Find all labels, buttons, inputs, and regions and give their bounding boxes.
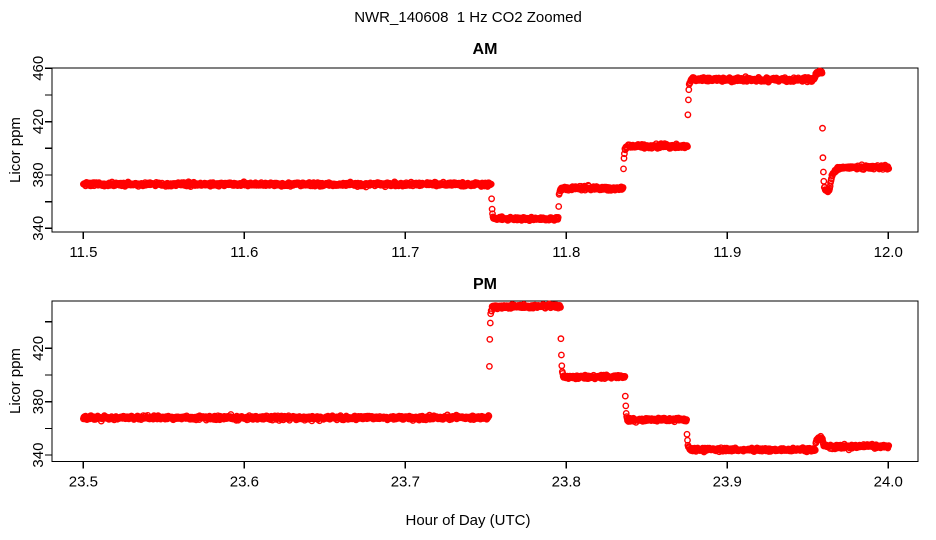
pm-x-axis-ticks	[82, 461, 889, 469]
pm-y-tick-label: 380	[30, 389, 47, 414]
am-axes	[45, 67, 919, 239]
am-x-tick-label: 11.6	[230, 244, 258, 261]
am-series-points	[80, 67, 893, 225]
pm-x-tick-label: 24.0	[874, 474, 903, 491]
pm-y-tick-label: 420	[30, 336, 47, 361]
am-y-tick-label: 340	[30, 216, 47, 241]
pm-y-axis-label: Licor ppm	[7, 348, 24, 414]
pm-y-tick-label: 340	[30, 443, 47, 468]
pm-x-tick-label: 23.6	[230, 474, 259, 491]
pm-panel-title: PM	[473, 276, 497, 293]
pm-axes	[45, 300, 919, 469]
pm-x-tick-label: 23.8	[552, 474, 581, 491]
pm-x-tick-label: 23.9	[713, 474, 742, 491]
x-axis-label: Hour of Day (UTC)	[405, 512, 531, 529]
main-title: NWR_140608 1 Hz CO2 Zoomed	[354, 9, 582, 26]
am-x-tick-label: 11.5	[69, 244, 97, 261]
am-y-tick-label: 460	[30, 56, 47, 81]
am-x-tick-label: 11.8	[552, 244, 580, 261]
am-y-axis-ticks	[45, 67, 52, 229]
pm-x-tick-label: 23.7	[391, 474, 420, 491]
am-x-axis-ticks	[82, 232, 889, 239]
am-panel-title: AM	[472, 41, 498, 58]
pm-series-points	[80, 300, 893, 456]
am-y-tick-label: 380	[30, 162, 47, 187]
am-x-tick-label: 12.0	[874, 244, 903, 261]
am-x-tick-label: 11.7	[391, 244, 419, 261]
pm-plot-box	[51, 300, 919, 463]
am-y-axis-label: Licor ppm	[7, 117, 24, 183]
am-y-tick-label: 420	[30, 109, 47, 134]
pm-y-axis-ticks	[45, 321, 52, 456]
am-plot-box	[51, 67, 919, 233]
am-x-tick-label: 11.9	[713, 244, 741, 261]
pm-x-tick-label: 23.5	[69, 474, 98, 491]
